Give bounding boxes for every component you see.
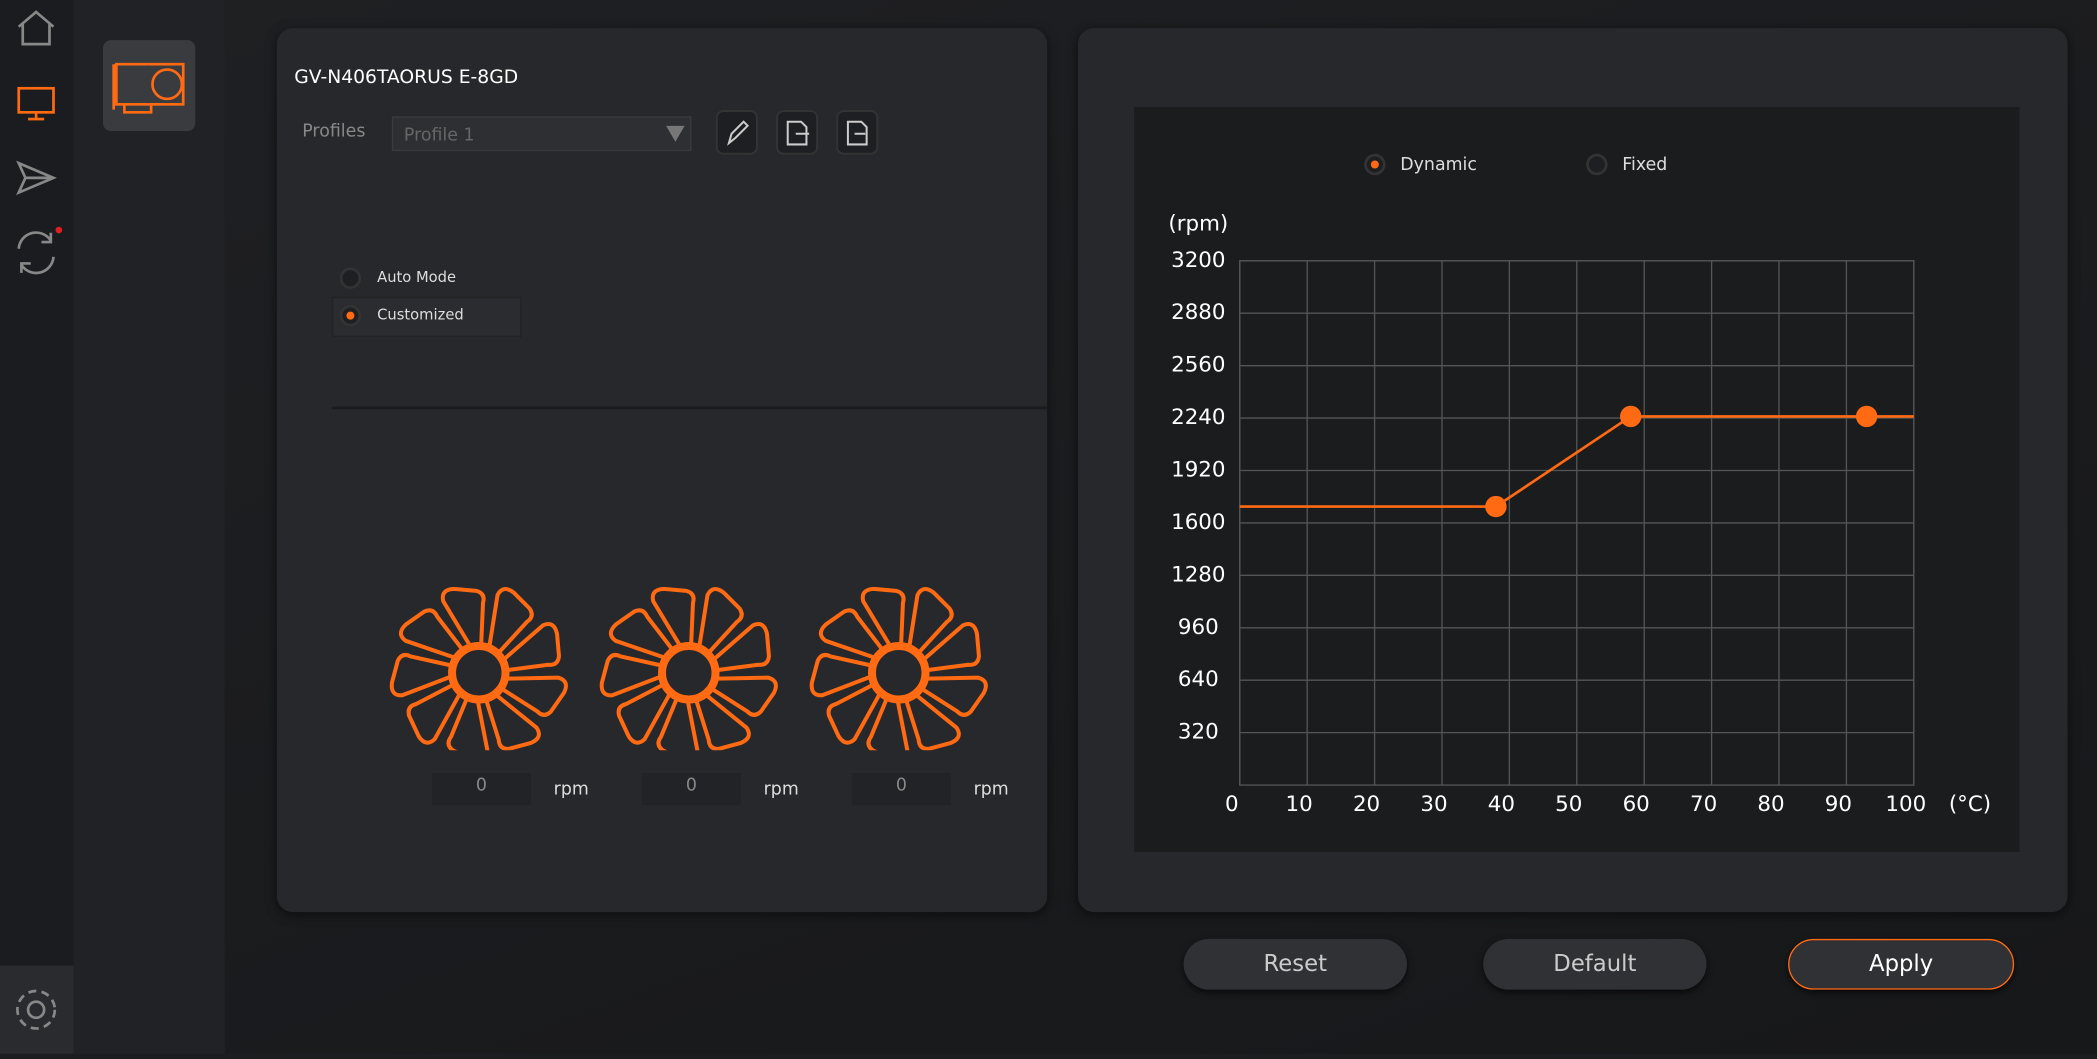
- fan-icons: [389, 586, 988, 751]
- customized-radio[interactable]: [339, 304, 362, 327]
- curve-panel: Dynamic Fixed: [1077, 28, 2068, 913]
- fan-blade: [712, 622, 771, 673]
- fan-speed: 0: [641, 773, 741, 806]
- fan-blade: [809, 653, 874, 698]
- fan-blade: [919, 675, 988, 717]
- send-icon[interactable]: [16, 160, 57, 196]
- dynamic-label: Dynamic: [1400, 155, 1477, 176]
- fan: [809, 586, 988, 751]
- export-button[interactable]: [776, 110, 819, 155]
- fan-blade: [406, 682, 462, 745]
- fixed-radio[interactable]: [1586, 153, 1608, 176]
- fan-blade: [446, 695, 490, 751]
- fan-blade: [599, 653, 664, 698]
- fan-speed: 0: [431, 773, 531, 806]
- fan-unit: rpm: [973, 779, 1009, 800]
- fan-blade: [922, 622, 981, 673]
- device-name: GV-N406TAORUS E-8GD: [294, 66, 519, 89]
- customized-label: Customized: [377, 306, 464, 324]
- home-icon[interactable]: [17, 10, 55, 46]
- fan-blade: [483, 693, 541, 751]
- dynamic-radio[interactable]: [1364, 153, 1386, 176]
- default-button[interactable]: Default: [1483, 938, 1707, 990]
- fan-panel: GV-N406TAORUS E-8GD Profiles Profile 1 A…: [276, 28, 1048, 913]
- fan-blade: [818, 608, 886, 660]
- fan-blade: [903, 693, 961, 751]
- customized-row: [331, 296, 522, 338]
- fan-hub: [448, 641, 510, 704]
- fan-speed: 0: [851, 773, 951, 806]
- fan: [599, 586, 778, 751]
- fan-blade: [907, 587, 954, 656]
- auto-radio[interactable]: [339, 267, 362, 289]
- fan-unit: rpm: [553, 779, 589, 800]
- device-column: [73, 0, 225, 1054]
- profile-tools: [715, 110, 879, 155]
- settings-icon[interactable]: [26, 1000, 46, 1020]
- fixed-label: Fixed: [1622, 155, 1668, 176]
- profiles-label: Profiles: [302, 121, 366, 142]
- auto-label: Auto Mode: [377, 268, 457, 287]
- edit-button[interactable]: [715, 110, 758, 155]
- fan-blade: [502, 622, 561, 673]
- profile-select[interactable]: Profile 1: [391, 116, 692, 152]
- fan-unit: rpm: [763, 779, 799, 800]
- display-icon[interactable]: [17, 86, 55, 114]
- fan-blade: [398, 608, 466, 660]
- fan-blade: [697, 587, 744, 656]
- fan-blade: [499, 675, 568, 717]
- fan-blade: [656, 695, 700, 751]
- profile-value: Profile 1: [403, 125, 475, 146]
- fan-hub: [658, 641, 720, 704]
- fan-blade: [389, 653, 454, 698]
- apply-button[interactable]: Apply: [1788, 938, 2015, 990]
- reset-button[interactable]: Reset: [1183, 938, 1407, 990]
- fan-hub: [867, 641, 930, 704]
- fan-blade: [487, 587, 534, 656]
- fan-blade: [616, 682, 672, 745]
- divider: [331, 406, 1048, 410]
- fan-blade: [650, 586, 696, 647]
- fan-blade: [709, 675, 778, 717]
- gpu-card[interactable]: [102, 40, 196, 132]
- fan-blade: [860, 586, 906, 647]
- fan: [389, 586, 568, 751]
- update-icon[interactable]: [17, 231, 55, 275]
- chart-area: [1134, 106, 2020, 852]
- fan-blade: [866, 695, 910, 751]
- fan-blade: [826, 682, 882, 745]
- sidebar: [0, 0, 74, 1054]
- fan-blade: [608, 608, 676, 660]
- fan-blade: [693, 693, 751, 751]
- sidebar-icons: [0, 10, 74, 1054]
- import-button[interactable]: [836, 110, 879, 155]
- fan-blade: [440, 586, 486, 647]
